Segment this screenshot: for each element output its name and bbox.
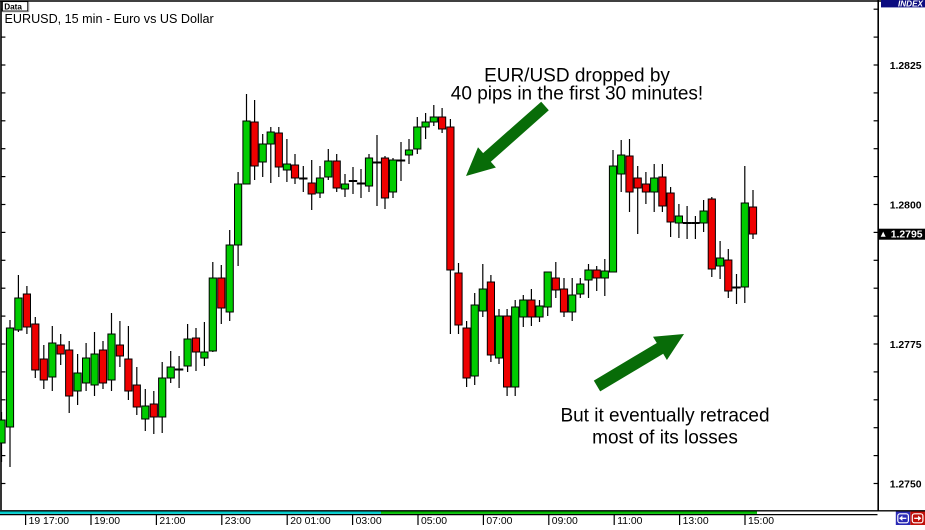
svg-text:19 17:00: 19 17:00 [29, 516, 70, 525]
svg-text:21:00: 21:00 [159, 516, 185, 525]
svg-text:INDEX: INDEX [898, 0, 924, 9]
svg-text:09:00: 09:00 [552, 516, 578, 525]
svg-text:most of its losses: most of its losses [592, 428, 738, 449]
svg-text:But it eventually retraced: But it eventually retraced [560, 406, 769, 427]
svg-text:19:00: 19:00 [94, 516, 120, 525]
svg-text:1.2800: 1.2800 [890, 201, 922, 212]
svg-text:11:00: 11:00 [617, 516, 642, 525]
svg-text:23:00: 23:00 [225, 516, 251, 525]
svg-text:Data: Data [4, 2, 22, 11]
svg-text:EURUSD, 15 min - Euro vs US Do: EURUSD, 15 min - Euro vs US Dollar [5, 12, 214, 26]
svg-text:07:00: 07:00 [486, 516, 512, 525]
svg-text:1.2825: 1.2825 [890, 61, 922, 72]
svg-text:40 pips in the first 30 minute: 40 pips in the first 30 minutes! [451, 84, 703, 105]
svg-text:13:00: 13:00 [683, 516, 709, 525]
svg-text:15:00: 15:00 [748, 516, 774, 525]
svg-text:1.2775: 1.2775 [890, 340, 922, 351]
svg-text:1.2795: 1.2795 [891, 230, 923, 241]
svg-text:1.2750: 1.2750 [890, 480, 922, 491]
svg-text:03:00: 03:00 [356, 516, 382, 525]
svg-text:20 01:00: 20 01:00 [290, 516, 331, 525]
svg-text:05:00: 05:00 [421, 516, 447, 525]
